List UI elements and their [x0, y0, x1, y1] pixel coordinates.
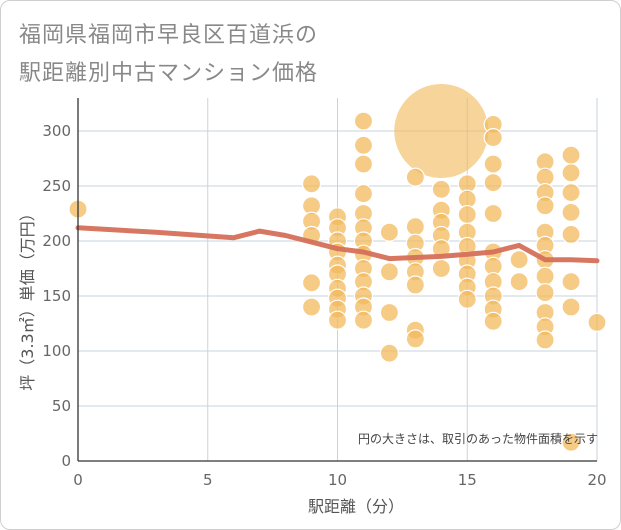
data-bubble — [431, 179, 451, 199]
x-tick-label: 5 — [203, 471, 213, 489]
data-bubble — [301, 297, 322, 317]
chart-title-line-2: 駅距離別中古マンション価格 — [19, 61, 319, 86]
y-tick-label: 150 — [42, 287, 71, 305]
data-bubble — [301, 273, 322, 293]
chart-title-line-1: 福岡県福岡市早良区百道浜の — [19, 23, 319, 48]
x-tick-label: 10 — [328, 471, 347, 489]
data-bubble — [561, 183, 581, 203]
data-bubble — [535, 283, 555, 303]
data-bubble — [483, 203, 503, 224]
data-bubble — [405, 217, 425, 237]
data-bubble — [535, 196, 555, 216]
x-tick-label: 15 — [458, 471, 477, 489]
data-bubble — [561, 163, 581, 183]
data-bubble — [353, 135, 374, 155]
data-bubble — [561, 202, 581, 222]
data-bubble — [587, 312, 607, 332]
data-bubble — [353, 184, 374, 204]
data-bubble — [561, 224, 581, 244]
data-bubble — [379, 343, 399, 363]
data-bubble — [561, 272, 581, 292]
data-bubble — [561, 145, 581, 165]
y-tick-label: 300 — [42, 122, 71, 140]
x-tick-label: 0 — [73, 471, 83, 489]
data-bubble — [535, 266, 555, 286]
y-axis-label: 坪（3.3㎡）単価（万円） — [18, 205, 37, 390]
data-bubble — [379, 222, 399, 242]
data-bubble — [379, 302, 399, 323]
y-tick-label: 50 — [52, 397, 71, 415]
data-bubble — [301, 174, 322, 194]
x-tick-label: 20 — [587, 471, 606, 489]
x-axis-label: 駅距離（分） — [308, 497, 404, 516]
data-bubble — [353, 310, 374, 330]
data-bubble — [509, 250, 529, 270]
data-bubble — [509, 272, 529, 292]
y-tick-label: 0 — [61, 452, 71, 470]
data-bubble — [561, 432, 581, 452]
y-tick-label: 250 — [42, 177, 71, 195]
y-tick-label: 100 — [42, 342, 71, 360]
data-bubble — [394, 83, 489, 179]
data-bubble — [457, 205, 477, 225]
data-bubble — [561, 297, 581, 317]
data-bubble — [457, 289, 477, 309]
data-bubble — [483, 173, 503, 193]
axes: 0 50 100 150 200 250 300 0 5 10 15 20 — [42, 98, 607, 489]
trend-line-layer — [75, 225, 600, 264]
data-bubble — [379, 262, 399, 282]
data-bubble — [483, 154, 503, 174]
data-bubble — [535, 330, 555, 350]
bubble-size-note: 円の大きさは、取引のあった物件面積を示す — [358, 431, 598, 446]
data-bubble — [405, 167, 425, 187]
y-tick-label: 200 — [42, 232, 71, 250]
data-bubble — [353, 154, 374, 174]
data-bubble — [483, 311, 503, 331]
data-bubble — [405, 275, 425, 295]
data-bubble — [327, 310, 348, 330]
data-bubble — [353, 111, 374, 131]
data-bubble — [483, 128, 503, 148]
average-price-line — [75, 225, 600, 264]
data-bubble — [405, 329, 425, 349]
data-bubble — [431, 258, 451, 279]
